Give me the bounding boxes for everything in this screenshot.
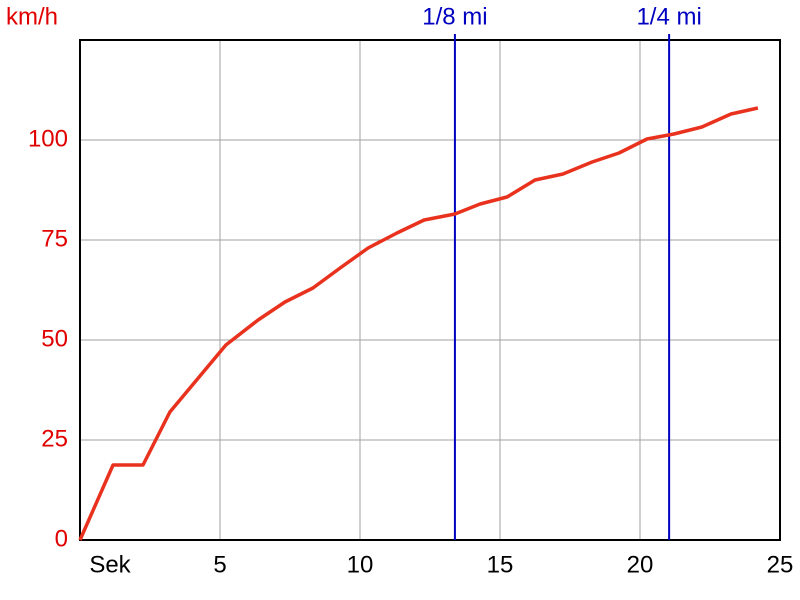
y-tick-label: 75	[41, 225, 68, 252]
x-tick-label: 10	[347, 551, 374, 578]
y-tick-label: 0	[55, 525, 68, 552]
distance-marker-label: 1/4 mi	[636, 3, 701, 30]
speed-line	[78, 106, 759, 541]
distance-marker-label: 1/8 mi	[422, 3, 487, 30]
x-tick-label: Sek	[89, 551, 131, 578]
y-tick-label: 25	[41, 425, 68, 452]
y-tick-label: 100	[28, 125, 68, 152]
x-tick-label: 20	[627, 551, 654, 578]
y-tick-label: 50	[41, 325, 68, 352]
x-tick-label: 15	[487, 551, 514, 578]
y-unit-label: km/h	[6, 3, 58, 30]
x-tick-label: 25	[767, 551, 794, 578]
x-tick-label: 5	[213, 551, 226, 578]
plot-border	[79, 39, 781, 541]
